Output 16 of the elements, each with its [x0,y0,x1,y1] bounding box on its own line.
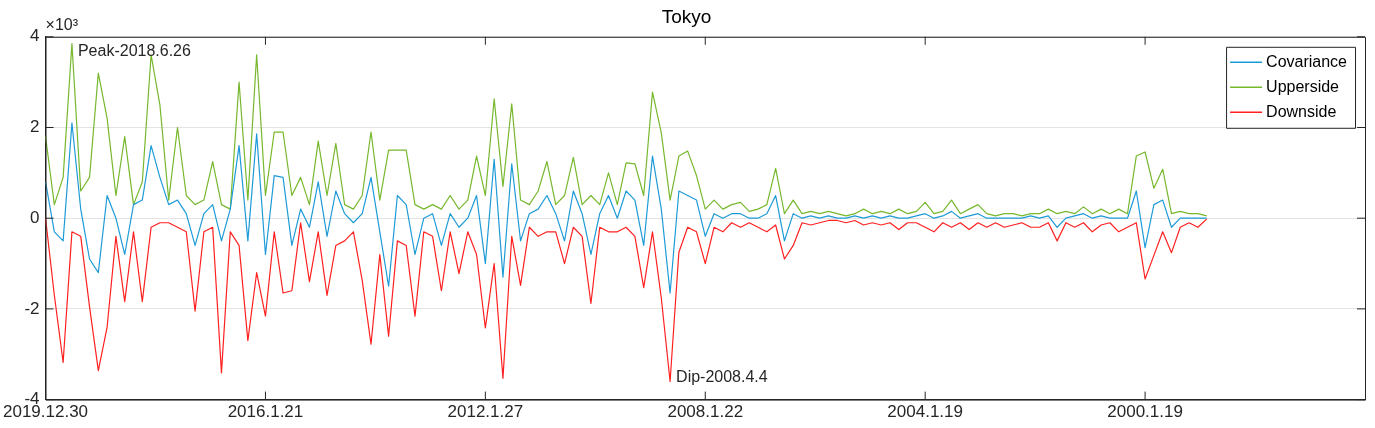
chart-title: Tokyo [661,5,712,27]
x-tick-label: 2016.1.21 [227,402,304,422]
legend-label: Downside [1266,102,1337,120]
text: ×10³ [45,16,79,34]
x-tick-label: 2008.1.22 [667,402,744,422]
legend-label: Upperside [1266,77,1340,95]
y-tick-label: -2 [24,298,40,318]
y-tick-label: 0 [30,207,40,227]
x-tick-label: 2012.1.27 [447,402,524,422]
annotation: Peak-2018.6.26 [77,42,192,60]
legend-label: Covariance [1266,52,1348,70]
x-tick-label: 2000.1.19 [1107,402,1183,422]
x-tick-label: 2004.1.19 [887,402,963,422]
y-tick-label: 2 [30,117,40,137]
y-tick-label: 4 [30,26,40,46]
annotation: Dip-2008.4.4 [676,367,768,385]
